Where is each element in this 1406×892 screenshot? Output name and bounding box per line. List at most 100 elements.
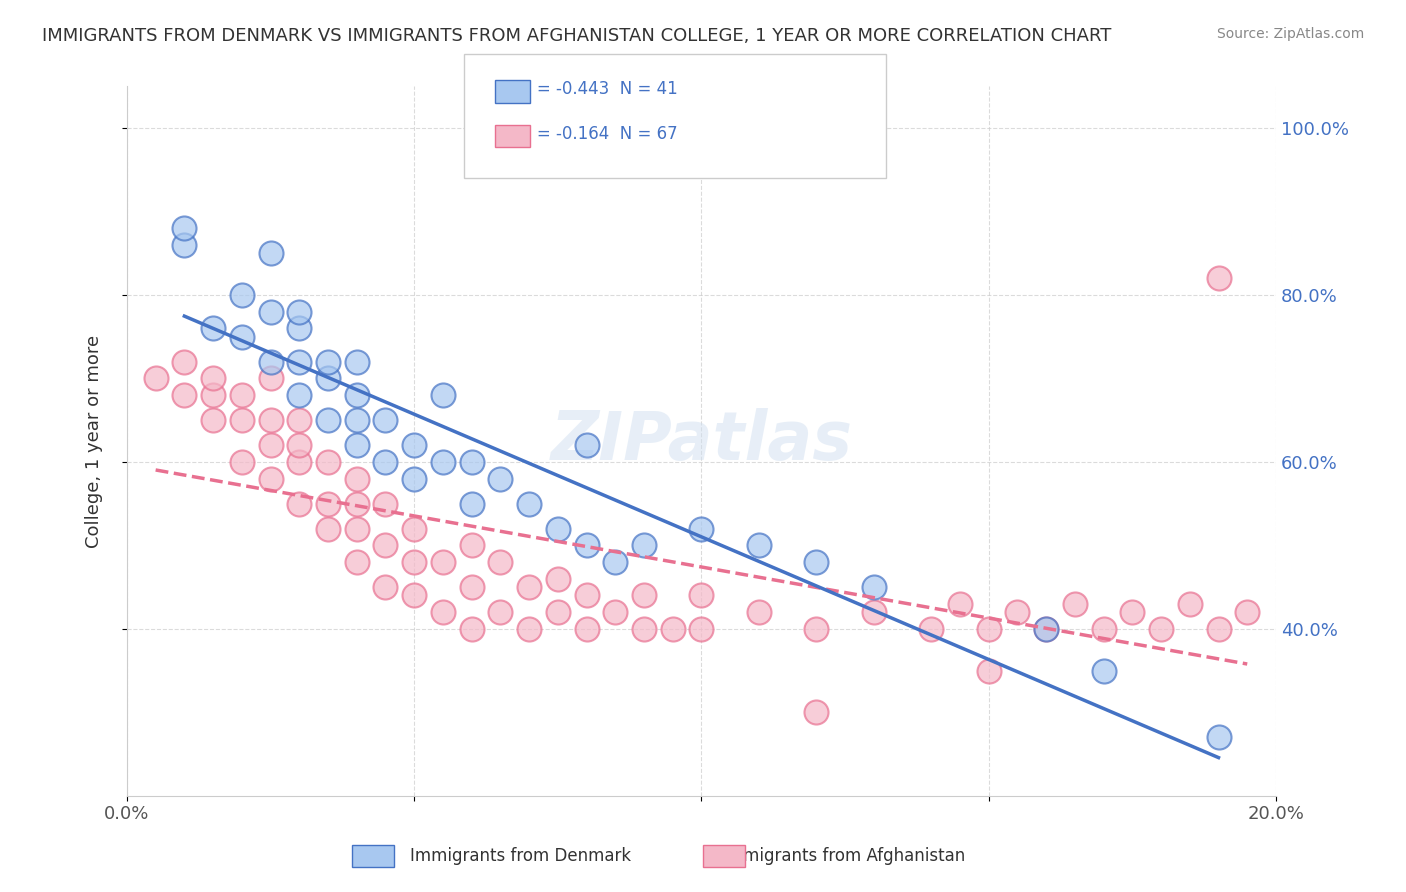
Point xyxy=(231,388,253,402)
Point xyxy=(288,388,311,402)
Point xyxy=(231,288,253,302)
Point xyxy=(547,605,569,619)
Point xyxy=(259,246,281,260)
Point xyxy=(316,522,339,536)
Point xyxy=(346,438,368,452)
Point xyxy=(259,355,281,369)
Point xyxy=(374,455,396,469)
Point xyxy=(489,555,512,569)
Text: R = -0.164  N = 67: R = -0.164 N = 67 xyxy=(499,125,678,143)
Point xyxy=(202,321,225,335)
Point xyxy=(404,589,426,603)
Point xyxy=(748,538,770,552)
Text: ZIPatlas: ZIPatlas xyxy=(550,408,852,474)
Point xyxy=(288,321,311,335)
Point xyxy=(690,622,713,636)
Point xyxy=(145,371,167,385)
Point xyxy=(202,371,225,385)
Point xyxy=(288,413,311,427)
Point xyxy=(661,622,683,636)
Point xyxy=(374,538,396,552)
Point xyxy=(288,438,311,452)
Point xyxy=(374,413,396,427)
Point xyxy=(977,622,1000,636)
Point xyxy=(748,605,770,619)
Point xyxy=(404,522,426,536)
Point xyxy=(1178,597,1201,611)
Point xyxy=(1035,622,1057,636)
Point xyxy=(259,304,281,318)
Point xyxy=(346,355,368,369)
Point xyxy=(690,589,713,603)
Point xyxy=(862,605,884,619)
Point xyxy=(517,580,540,594)
Point xyxy=(231,455,253,469)
Point xyxy=(173,355,195,369)
Point xyxy=(575,589,598,603)
Point xyxy=(259,472,281,486)
Point xyxy=(1121,605,1143,619)
Point xyxy=(374,497,396,511)
Point xyxy=(1092,622,1115,636)
Point xyxy=(1007,605,1029,619)
Point xyxy=(316,355,339,369)
Point xyxy=(806,622,828,636)
Point xyxy=(489,605,512,619)
Point xyxy=(547,522,569,536)
Point xyxy=(1208,622,1230,636)
Y-axis label: College, 1 year or more: College, 1 year or more xyxy=(86,334,103,548)
Point xyxy=(346,388,368,402)
Point xyxy=(489,472,512,486)
Point xyxy=(1208,731,1230,745)
Point xyxy=(1208,271,1230,285)
Point xyxy=(432,605,454,619)
Point xyxy=(432,555,454,569)
Point xyxy=(288,455,311,469)
Point xyxy=(605,555,627,569)
Point xyxy=(690,522,713,536)
Point xyxy=(173,238,195,252)
Point xyxy=(633,538,655,552)
Text: Immigrants from Afghanistan: Immigrants from Afghanistan xyxy=(721,847,966,865)
Point xyxy=(1092,664,1115,678)
Point xyxy=(517,497,540,511)
Point xyxy=(517,622,540,636)
Point xyxy=(316,413,339,427)
Point xyxy=(231,413,253,427)
Point xyxy=(633,589,655,603)
Point xyxy=(404,472,426,486)
Point xyxy=(404,438,426,452)
Point xyxy=(862,580,884,594)
Text: R = -0.443  N = 41: R = -0.443 N = 41 xyxy=(499,80,678,98)
Point xyxy=(374,580,396,594)
Point xyxy=(1150,622,1173,636)
Point xyxy=(288,497,311,511)
Point xyxy=(432,455,454,469)
Point xyxy=(288,355,311,369)
Point xyxy=(806,555,828,569)
Point xyxy=(977,664,1000,678)
Point xyxy=(404,555,426,569)
Point xyxy=(346,497,368,511)
Point xyxy=(460,497,482,511)
Point xyxy=(288,304,311,318)
Point xyxy=(605,605,627,619)
Point xyxy=(202,388,225,402)
Point xyxy=(346,522,368,536)
Point xyxy=(575,622,598,636)
Point xyxy=(432,388,454,402)
Point xyxy=(1236,605,1258,619)
Point xyxy=(460,622,482,636)
Point xyxy=(633,622,655,636)
Point xyxy=(806,706,828,720)
Point xyxy=(231,330,253,344)
Point xyxy=(575,438,598,452)
Point xyxy=(547,572,569,586)
Point xyxy=(259,413,281,427)
Point xyxy=(460,580,482,594)
Point xyxy=(346,413,368,427)
Point xyxy=(1063,597,1085,611)
Point xyxy=(259,371,281,385)
Point xyxy=(316,455,339,469)
Point xyxy=(259,438,281,452)
